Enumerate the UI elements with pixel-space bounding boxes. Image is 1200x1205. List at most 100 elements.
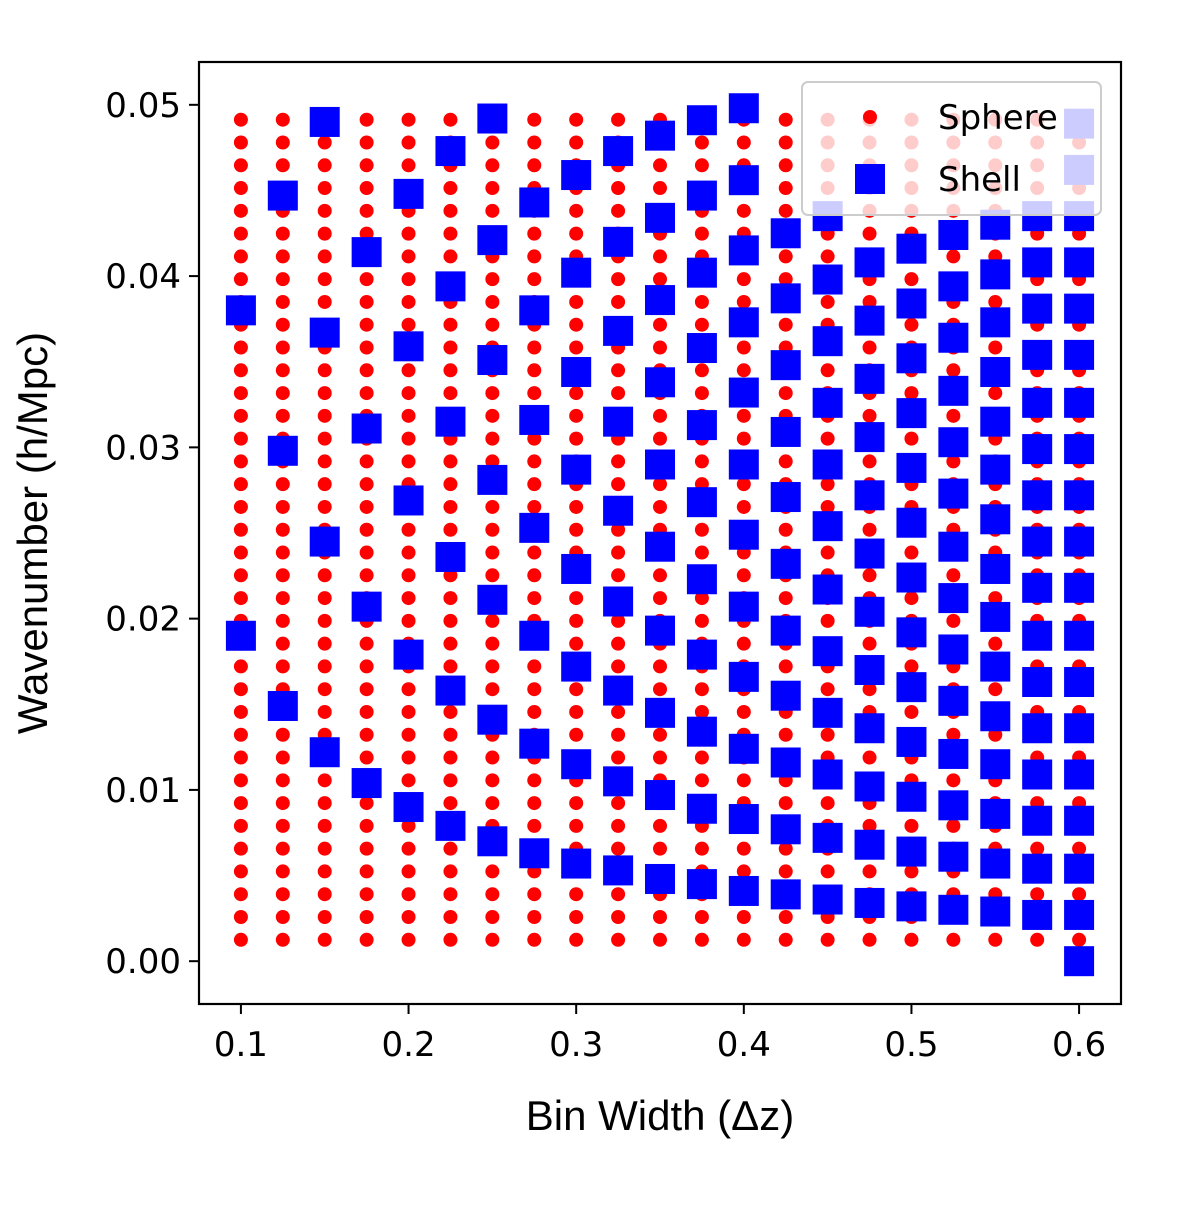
shell-point — [1022, 387, 1053, 418]
sphere-point — [401, 249, 416, 264]
sphere-point — [778, 909, 793, 924]
shell-point — [1022, 526, 1053, 557]
shell-point — [435, 541, 466, 572]
sphere-point — [359, 135, 374, 150]
sphere-point — [569, 887, 584, 902]
sphere-point — [694, 294, 709, 309]
sphere-point — [569, 499, 584, 514]
sphere-point — [778, 135, 793, 150]
sphere-point — [694, 158, 709, 173]
sphere-point — [946, 613, 961, 628]
shell-point — [435, 406, 466, 437]
sphere-point — [401, 112, 416, 127]
sphere-point — [778, 181, 793, 196]
shell-point — [686, 793, 717, 824]
shell-point — [938, 322, 969, 353]
sphere-point — [275, 659, 290, 674]
sphere-point — [569, 727, 584, 742]
sphere-point — [359, 932, 374, 947]
sphere-point — [275, 477, 290, 492]
sphere-point — [275, 545, 290, 560]
sphere-point — [485, 636, 500, 651]
sphere-point — [443, 773, 458, 788]
sphere-point — [233, 363, 248, 378]
sphere-point — [401, 682, 416, 697]
sphere-point — [527, 591, 542, 606]
sphere-point — [694, 682, 709, 697]
sphere-point — [317, 408, 332, 423]
shell-point — [812, 636, 843, 667]
y-tick-label: 0.04 — [105, 257, 181, 297]
shell-point — [896, 781, 927, 812]
sphere-point — [527, 932, 542, 947]
sphere-point — [275, 226, 290, 241]
sphere-point — [778, 386, 793, 401]
sphere-point — [401, 408, 416, 423]
sphere-point — [653, 499, 667, 514]
series-shell — [225, 93, 1095, 977]
sphere-point — [233, 568, 248, 583]
sphere-point — [736, 499, 751, 514]
shell-point — [645, 615, 675, 646]
sphere-point — [527, 818, 542, 833]
sphere-point — [527, 454, 542, 469]
sphere-point — [694, 522, 709, 537]
shell-point — [728, 661, 759, 692]
sphere-point — [736, 932, 751, 947]
shell-point — [938, 841, 969, 872]
sphere-point — [233, 659, 248, 674]
shell-point — [645, 863, 675, 894]
shell-point — [980, 259, 1011, 290]
shell-point — [812, 697, 843, 728]
sphere-point — [904, 659, 919, 674]
shell-point — [980, 307, 1011, 338]
sphere-point — [443, 909, 458, 924]
shell-point — [351, 237, 382, 268]
shell-point — [686, 487, 717, 518]
sphere-point — [359, 454, 374, 469]
sphere-point — [736, 408, 751, 423]
sphere-point — [569, 135, 584, 150]
sphere-point — [443, 226, 458, 241]
legend-label: Sphere — [938, 98, 1058, 138]
shell-point — [896, 726, 927, 757]
sphere-point — [233, 818, 248, 833]
sphere-point — [233, 408, 248, 423]
y-tick-label: 0.02 — [105, 600, 181, 640]
shell-point — [1064, 805, 1095, 836]
shell-point — [980, 896, 1011, 927]
sphere-point — [359, 386, 374, 401]
sphere-point — [443, 727, 458, 742]
sphere-point — [946, 773, 961, 788]
sphere-point — [443, 522, 458, 537]
shell-point — [519, 295, 550, 326]
shell-point — [854, 887, 885, 918]
sphere-point — [527, 431, 542, 446]
sphere-point — [862, 750, 877, 765]
sphere-point — [485, 181, 500, 196]
shell-point — [1064, 853, 1095, 884]
sphere-point — [569, 636, 584, 651]
sphere-point — [611, 796, 626, 811]
sphere-point — [401, 272, 416, 287]
sphere-point — [904, 818, 919, 833]
sphere-point — [736, 636, 751, 651]
sphere-point — [359, 545, 374, 560]
shell-point — [938, 634, 969, 665]
sphere-point — [443, 591, 458, 606]
shell-point — [267, 180, 298, 211]
shell-point — [728, 307, 759, 338]
shell-point — [561, 848, 592, 879]
sphere-point — [485, 864, 500, 879]
sphere-point — [233, 386, 248, 401]
shell-point — [896, 343, 927, 374]
sphere-point — [233, 272, 248, 287]
sphere-point — [736, 340, 751, 355]
shell-point — [938, 219, 969, 250]
shell-point — [854, 655, 885, 686]
shell-point — [1064, 899, 1095, 930]
sphere-point — [862, 522, 877, 537]
shell-point — [645, 202, 675, 233]
sphere-point — [359, 887, 374, 902]
sphere-point — [736, 203, 751, 218]
